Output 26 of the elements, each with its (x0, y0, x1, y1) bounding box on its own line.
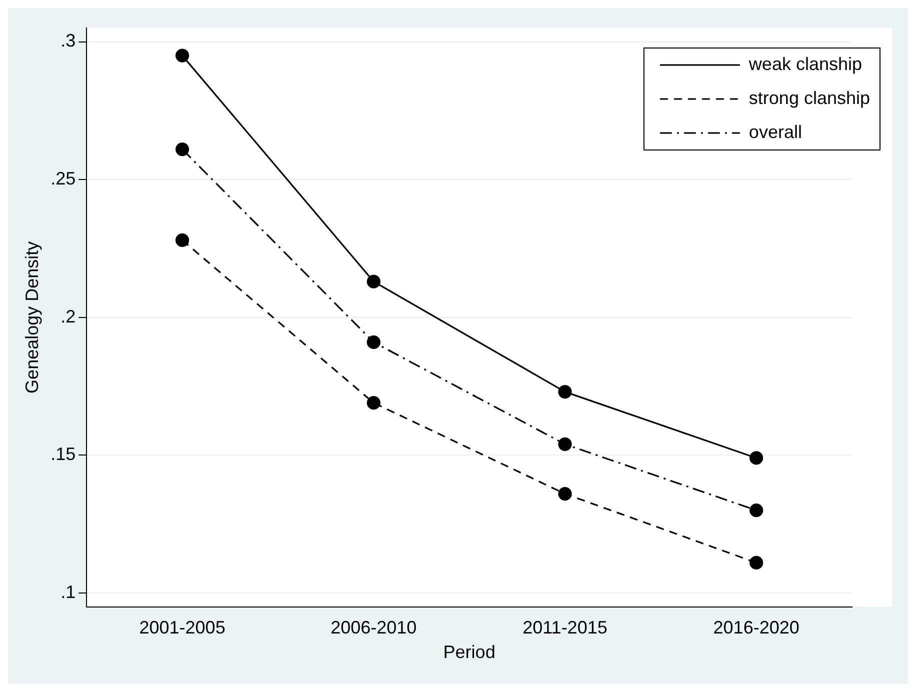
x-tick-label: 2016-2020 (713, 618, 800, 638)
point (558, 486, 572, 501)
y-tick-label: .1 (60, 582, 76, 602)
point (175, 48, 190, 62)
y-tick-label: .25 (50, 168, 76, 189)
point (750, 556, 764, 570)
point (750, 504, 764, 518)
point (750, 451, 764, 465)
point (558, 385, 572, 399)
point (558, 437, 572, 451)
point (366, 396, 380, 410)
y-tick-label: .2 (60, 306, 76, 326)
legend-label: overall (748, 122, 802, 142)
point (366, 335, 380, 350)
legend-label: weak clanship (748, 54, 862, 74)
point (366, 274, 380, 288)
x-axis-title: Period (443, 642, 496, 662)
legend-label: strong clanship (748, 88, 870, 108)
point (175, 142, 190, 156)
y-axis-title: Genealogy Density (22, 241, 42, 394)
x-tick-label: 2006-2010 (330, 618, 417, 638)
x-tick-label: 2011-2015 (522, 618, 608, 638)
y-tick-label: .3 (60, 30, 76, 51)
x-tick-label: 2001-2005 (139, 618, 226, 638)
y-tick-label: .15 (50, 444, 76, 464)
point (175, 233, 190, 248)
